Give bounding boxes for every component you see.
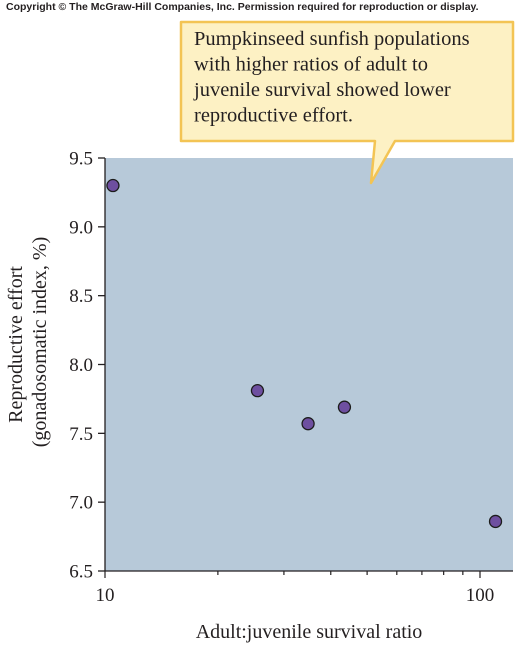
x-axis: 10 100 <box>96 570 513 606</box>
callout-line-4: reproductive effort. <box>194 105 353 127</box>
y-tick-label: 7.5 <box>69 424 93 445</box>
data-points <box>106 178 503 529</box>
y-axis-title-line-1: Reproductive effort <box>5 266 27 423</box>
y-axis: 6.5 7.0 7.5 8.0 8.5 9.0 9.5 <box>69 149 106 583</box>
data-point <box>250 384 265 398</box>
data-point <box>301 417 315 431</box>
copyright-notice: Copyright © The McGraw-Hill Companies, I… <box>6 1 479 13</box>
y-tick-label: 6.5 <box>69 562 93 583</box>
callout-line-1: Pumpkinseed sunfish populations <box>194 28 470 50</box>
annotation-callout: Pumpkinseed sunfish populations with hig… <box>179 20 515 185</box>
x-tick-label: 100 <box>466 585 495 606</box>
y-tick-label: 9.0 <box>69 217 93 238</box>
callout-bubble <box>179 20 515 185</box>
y-axis-title: Reproductive effort (gonadosomatic index… <box>5 237 51 448</box>
y-tick-label: 7.0 <box>69 493 93 514</box>
plot-area <box>105 158 513 571</box>
x-tick-label: 10 <box>96 585 115 606</box>
callout-line-2: with higher ratios of adult to <box>194 54 428 76</box>
x-axis-title: Adult:juvenile survival ratio <box>196 621 423 643</box>
callout-line-3: juvenile survival showed lower <box>193 79 451 101</box>
y-axis-title-line-2: (gonadosomatic index, %) <box>29 237 51 448</box>
y-tick-label: 9.5 <box>69 149 93 170</box>
data-point <box>337 400 352 414</box>
data-point <box>488 514 503 529</box>
callout-text: Pumpkinseed sunfish populations with hig… <box>193 28 475 127</box>
data-point <box>106 178 120 193</box>
y-tick-label: 8.0 <box>69 355 93 376</box>
y-tick-label: 8.5 <box>69 286 93 307</box>
